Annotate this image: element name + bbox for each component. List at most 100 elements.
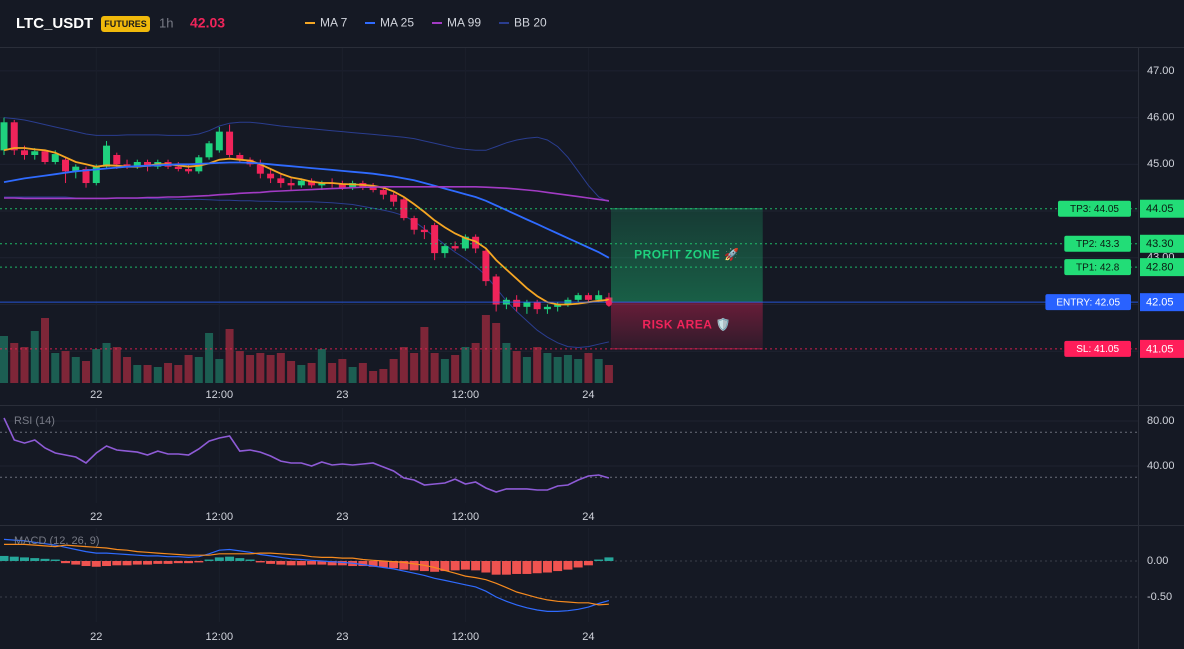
price-tag-label: 44.05 [1146,203,1174,215]
volume-bar [235,351,244,383]
macd-histogram-bar [163,560,173,564]
volume-bar [215,359,224,383]
macd-histogram-bar [389,560,399,569]
macd-histogram-bar [0,555,9,561]
macd-histogram-bar [358,560,368,567]
volume-bar [61,351,70,383]
y-tick-label: -0.50 [1147,591,1172,603]
rsi-line [3,417,610,493]
last-price: 42.03 [190,15,225,31]
macd-histogram-bar [225,556,235,561]
legend-label: MA 7 [320,16,348,30]
candle-body [92,166,100,184]
volume-bar [297,365,306,383]
volume-bar [102,343,111,383]
last-price-dot [605,300,612,307]
x-tick-label: 24 [582,631,594,643]
candle-body [267,173,275,179]
candle-body [492,276,500,305]
volume-bar [133,365,142,383]
level-tag [1045,294,1131,311]
candle-body [338,183,346,188]
macd-histogram-bar [501,560,511,575]
candle-body [523,302,531,307]
volume-bar [276,353,285,383]
volume-bar [266,355,275,383]
volume-bar [143,365,152,383]
candle-body [297,180,305,186]
x-tick-label: 22 [90,389,102,401]
volume-bar [604,365,613,383]
macd-histogram-bar [132,560,142,565]
candle-body [420,229,428,233]
candle-body [287,183,295,186]
candle-body [82,169,90,184]
candle-body [41,151,49,163]
volume-bar [553,357,562,383]
level-tag [1064,235,1131,252]
macd-histogram-bar [460,560,470,570]
macd-histogram-bar [194,560,204,563]
volume-bar [358,363,367,383]
badge-text: FUTURES [104,19,147,29]
interval: 1h [159,15,173,30]
zone-label: PROFIT ZONE 🚀 [634,248,739,262]
macd-histogram-bar [266,560,276,564]
volume-bar [256,353,265,383]
macd-line [3,538,610,612]
macd-histogram-bar [9,556,19,561]
x-tick-label: 22 [90,631,102,643]
volume-bar [246,355,255,383]
price-tag-label: 42.05 [1146,297,1174,309]
moving-average [4,186,610,202]
candle-body [349,183,357,188]
y-tick-label: 40.00 [1147,460,1175,472]
macd-histogram-bar [307,560,317,565]
price-tag-label: 43.30 [1146,238,1174,250]
volume-bar [389,359,398,383]
volume-bar [153,367,162,383]
level-tag-label: TP2: 43.3 [1076,239,1120,250]
candle-body [21,150,29,155]
zone [610,302,763,349]
volume-bar [307,363,316,383]
zone [610,208,763,303]
volume-bar [287,361,296,383]
volume-bar [584,353,593,383]
price-tag [1140,199,1184,218]
x-tick-label: 12:00 [206,511,234,523]
candle-body [144,162,152,167]
volume-bar [164,363,173,383]
macd-histogram-bar [573,560,583,568]
volume-bar [338,359,347,383]
volume-bar [194,357,203,383]
price-tag [1140,234,1184,253]
candle-body [215,131,223,151]
candle-body [431,225,439,254]
volume-bar [0,336,8,383]
macd-histogram-bar [553,560,563,572]
macd-histogram-bar [583,560,593,566]
candle-body [451,246,459,249]
macd-histogram-bar [50,559,60,561]
candle-body [10,122,18,151]
volume-bar [420,327,429,383]
macd-histogram-bar [430,560,440,572]
candle-body [574,295,582,300]
level-tag [1064,340,1131,357]
volume-bar [543,353,552,383]
candle-body [379,190,387,195]
candle-body [31,151,39,155]
x-tick-label: 12:00 [452,511,480,523]
macd-histogram-bar [337,560,347,566]
volume-bar [123,357,132,383]
pane-title: MACD (12, 26, 9) [14,535,100,547]
x-tick-label: 23 [336,631,348,643]
x-tick-label: 12:00 [452,389,480,401]
volume-bar [51,353,60,383]
candle-body [533,302,541,310]
macd-histogram-bar [378,560,388,568]
candle-body [513,299,521,307]
